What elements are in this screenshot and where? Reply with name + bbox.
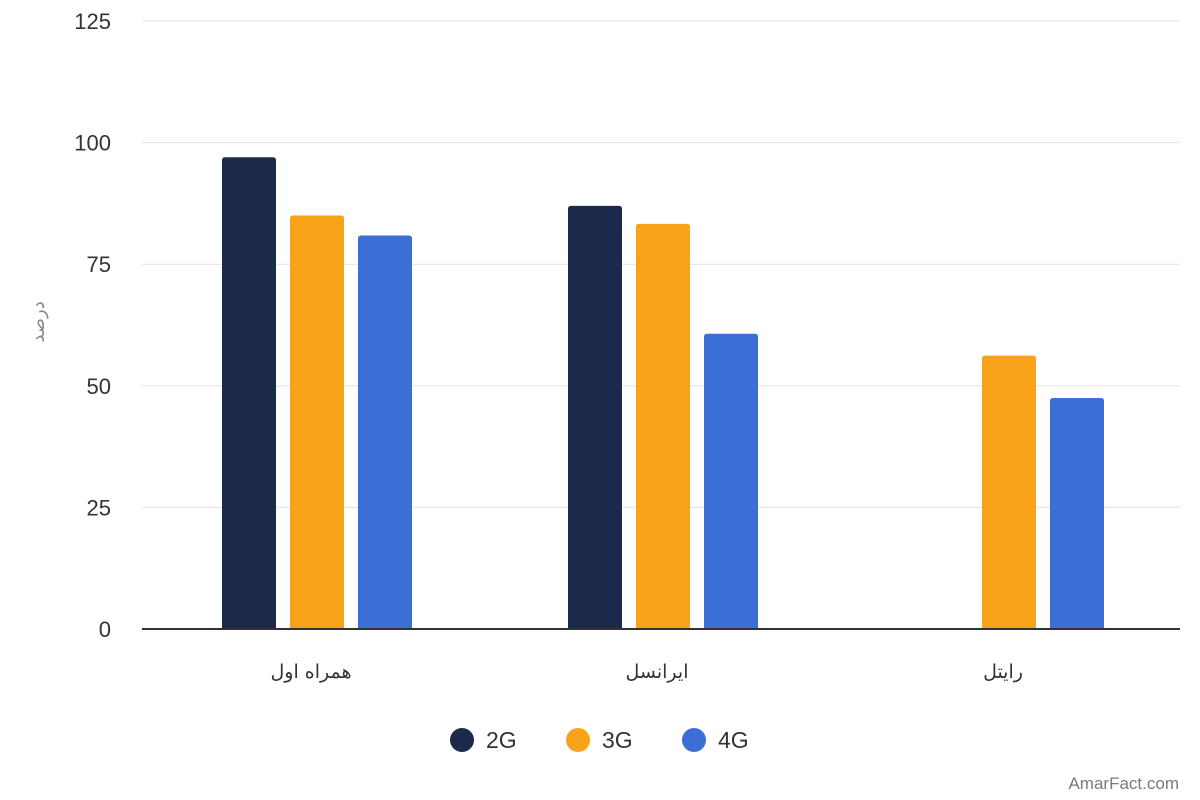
bar-4G-1: [704, 333, 758, 629]
watermark: AmarFact.com: [1068, 774, 1179, 793]
y-axis-ticks: 0 25 50 75 100 125: [74, 9, 111, 642]
legend-item-2G: 2G: [450, 727, 517, 753]
y-tick-label: 0: [99, 617, 111, 642]
legend-item-4G: 4G: [682, 727, 749, 753]
bar-3G-0: [290, 215, 344, 629]
legend-label: 3G: [602, 727, 633, 753]
bar-3G-1: [636, 223, 690, 629]
y-tick-label: 50: [87, 374, 111, 399]
bar-2G-1: [568, 205, 622, 629]
legend: 2G 3G 4G: [450, 727, 749, 753]
bar-4G-0: [358, 235, 412, 630]
bars: [222, 157, 1104, 630]
category-label: ایرانسل: [626, 661, 689, 683]
category-label: همراه اول: [270, 661, 351, 683]
category-label: رایتل: [983, 661, 1023, 683]
category-labels: همراه اول ایرانسل رایتل: [270, 661, 1022, 683]
y-tick-label: 100: [74, 131, 111, 156]
legend-item-3G: 3G: [566, 727, 633, 753]
legend-swatch: [682, 728, 706, 752]
legend-label: 2G: [486, 727, 517, 753]
y-tick-label: 25: [87, 495, 111, 520]
legend-swatch: [450, 728, 474, 752]
y-axis-label: درصد: [28, 301, 49, 342]
y-tick-label: 75: [87, 252, 111, 277]
bar-4G-2: [1050, 397, 1104, 629]
y-tick-label: 125: [74, 9, 111, 34]
legend-swatch: [566, 728, 590, 752]
legend-label: 4G: [718, 727, 749, 753]
bar-3G-2: [982, 355, 1036, 629]
bar-2G-0: [222, 157, 276, 629]
